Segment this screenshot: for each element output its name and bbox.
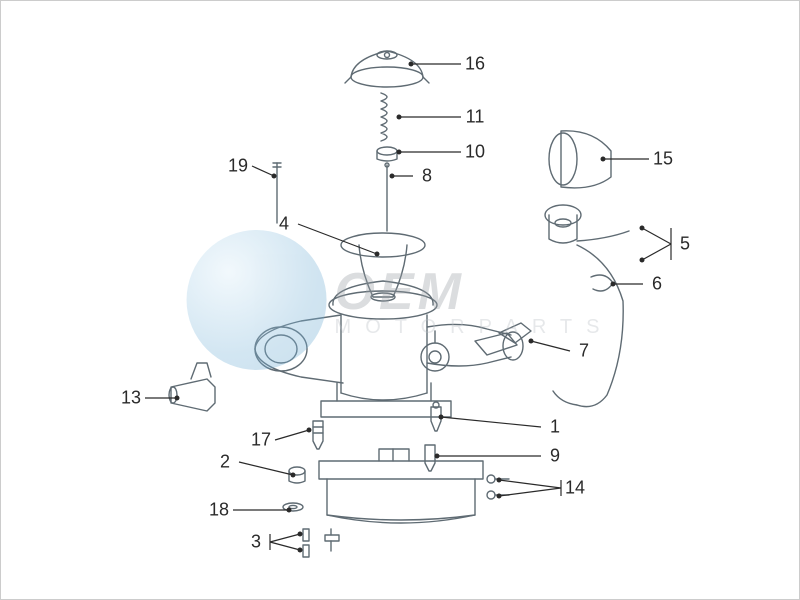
anchor-dot	[298, 532, 303, 537]
anchor-dot	[397, 150, 402, 155]
anchor-dot	[601, 157, 606, 162]
anchor-dot	[435, 454, 440, 459]
anchor-dot	[497, 478, 502, 483]
part-5-harness	[553, 231, 629, 407]
anchor-dot	[640, 258, 645, 263]
part-7-bracket	[475, 333, 517, 355]
part-19-needle	[273, 163, 281, 223]
part-8-needle	[385, 163, 389, 231]
anchor-dot	[307, 428, 312, 433]
anchor-dot	[611, 282, 616, 287]
anchor-dot	[640, 226, 645, 231]
anchor-dot	[272, 174, 277, 179]
diagram-canvas: OEM MOTORPARTS	[0, 0, 800, 600]
part-11-spring	[381, 93, 387, 141]
anchor-dot	[291, 473, 296, 478]
parts-drawing	[1, 1, 800, 600]
anchor-dot	[375, 252, 380, 257]
anchor-dot	[175, 396, 180, 401]
part-9-jet	[425, 445, 435, 471]
part-10-retainer	[377, 147, 397, 161]
anchor-dot	[390, 174, 395, 179]
part-16-cap	[345, 51, 429, 87]
anchor-dot	[497, 494, 502, 499]
part-13-tee	[169, 363, 215, 411]
anchor-dot	[409, 62, 414, 67]
part-17-jet	[313, 421, 323, 449]
part-3-screws	[303, 529, 339, 557]
anchor-dot	[397, 115, 402, 120]
float-bowl	[319, 449, 509, 523]
anchor-dot	[298, 548, 303, 553]
part-15-heater	[545, 131, 611, 243]
carburetor-body	[255, 281, 531, 417]
anchor-dot	[287, 508, 292, 513]
anchor-dot	[529, 339, 534, 344]
anchor-dot	[439, 415, 444, 420]
